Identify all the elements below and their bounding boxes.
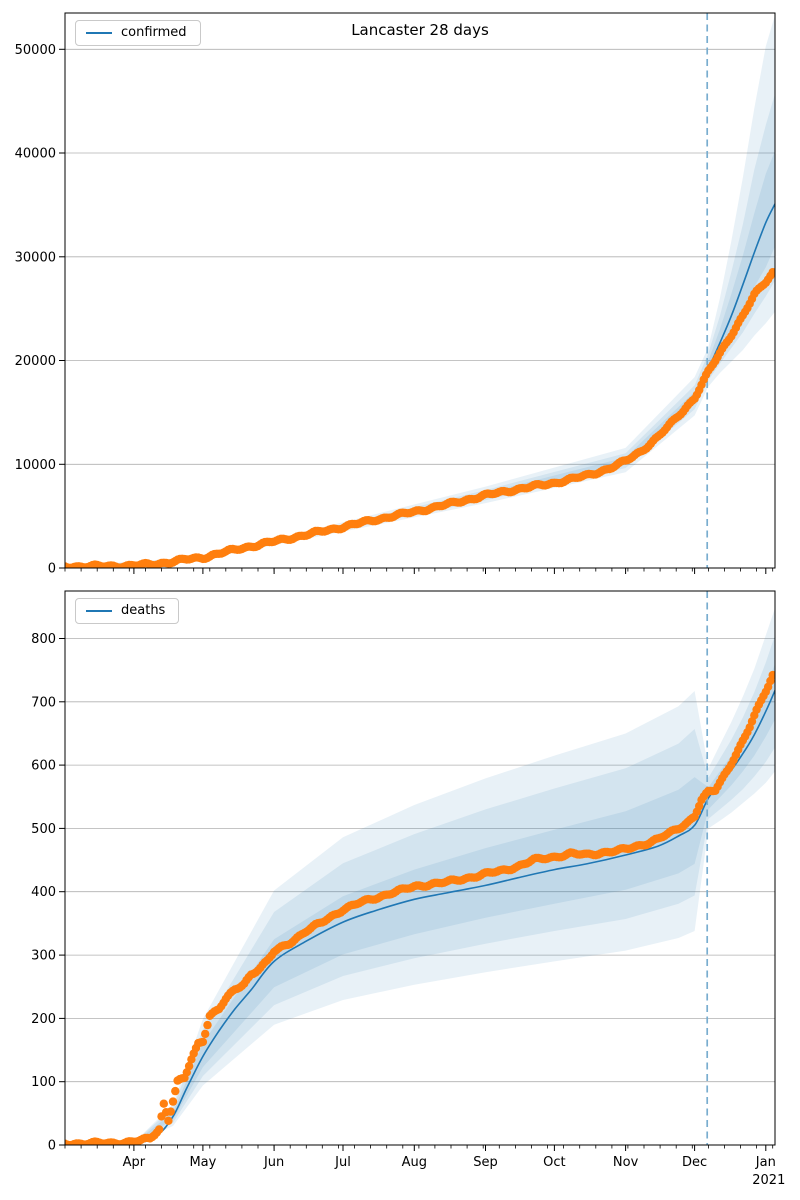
legend-label-confirmed: confirmed — [121, 25, 187, 40]
x-tick-label: Jun — [263, 1155, 284, 1170]
y-tick-label: 400 — [31, 885, 56, 900]
legend-label-deaths: deaths — [121, 603, 166, 618]
x-tick-label: Dec — [682, 1155, 707, 1170]
observed-points — [65, 670, 775, 1145]
axes-border — [64, 12, 776, 569]
y-tick-label: 300 — [31, 949, 56, 964]
y-tick-label: 30000 — [15, 250, 56, 265]
axes-border — [64, 590, 776, 1146]
x-tick-label: Nov — [613, 1155, 639, 1170]
confidence-band-outer — [65, 15, 775, 567]
confidence-bands — [65, 15, 775, 567]
x-axis-ticks: Apr May Jun Jul Aug Sep Oct Nov Dec Jan 2021 — [64, 1145, 785, 1188]
y-tick-label: 20000 — [15, 354, 56, 369]
y-tick-label: 500 — [31, 822, 56, 837]
y-tick-label: 100 — [31, 1075, 56, 1090]
chart-title: Lancaster 28 days — [351, 21, 489, 39]
legend-confirmed: confirmed — [75, 20, 201, 46]
x-tick-label: Apr — [123, 1155, 146, 1170]
y-tick-label: 800 — [31, 632, 56, 647]
y-tick-label: 0 — [48, 1139, 56, 1154]
y-tick-label: 700 — [31, 695, 56, 710]
y-tick-label: 50000 — [15, 43, 56, 58]
x-tick-label: May — [189, 1155, 216, 1170]
year-label: 2021 — [752, 1173, 785, 1188]
y-tick-label: 0 — [48, 562, 56, 577]
observed-points — [65, 268, 775, 568]
confirmed-plot: 0 10000 20000 30000 40000 50000 — [15, 12, 776, 577]
confidence-bands — [65, 608, 775, 1145]
legend-line-swatch — [86, 609, 112, 612]
deaths-plot: 0 100 200 300 400 500 600 700 800 Apr May Jun Jul Aug… — [31, 590, 785, 1188]
y-axis-ticks: 0 100 200 300 400 500 600 700 800 — [31, 632, 65, 1154]
confidence-band-outer — [65, 608, 775, 1145]
legend-line-swatch — [86, 31, 112, 34]
x-tick-label: Sep — [473, 1155, 498, 1170]
legend-deaths: deaths — [75, 598, 180, 624]
y-tick-label: 10000 — [15, 458, 56, 473]
y-axis-ticks: 0 10000 20000 30000 40000 50000 — [15, 43, 65, 577]
y-tick-label: 600 — [31, 759, 56, 774]
confidence-band-inner — [65, 663, 775, 1145]
y-tick-label: 40000 — [15, 147, 56, 162]
confidence-band-middle — [65, 93, 775, 567]
x-axis-ticks — [64, 568, 774, 574]
x-tick-label: Jul — [334, 1155, 351, 1170]
x-tick-label: Jan — [755, 1155, 776, 1170]
x-tick-label: Oct — [543, 1155, 565, 1170]
x-tick-label: Aug — [402, 1155, 427, 1170]
y-tick-label: 200 — [31, 1012, 56, 1027]
gridlines — [65, 48, 775, 569]
